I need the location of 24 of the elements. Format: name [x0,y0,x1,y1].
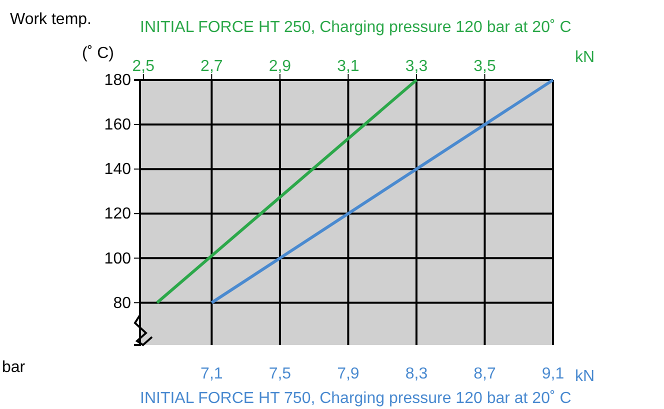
y-tick-label: 100 [104,250,132,268]
x2-axis-title: INITIAL FORCE HT 250, Charging pressure 120 bar at 20˚ C [140,19,572,36]
x2-tick-label: 3,1 [337,58,360,75]
y-tick-label: 120 [104,206,132,223]
x2-tick-label: 2,7 [200,58,223,75]
x-tick-label: 7,1 [200,365,223,382]
x2-tick-label: 3,3 [405,58,428,75]
text: kN [575,368,595,385]
y-tick-label: 160 [104,116,132,134]
x-axis-title: INITIAL FORCE HT 750, Charging pressure 120 bar at 20˚ C [140,390,572,407]
x2-tick-label: 2,5 [132,58,155,75]
y-tick-label: 180 [104,72,132,90]
text: kN [575,49,595,66]
x-tick-label: 8,7 [474,365,496,382]
y-tick-label: 140 [104,161,132,178]
text: bar [2,359,26,376]
x2-tick-label: 3,5 [474,58,496,75]
x-tick-label: 8,3 [405,365,428,382]
x-tick-label: 7,9 [337,365,360,382]
x-tick-label: 9,1 [542,365,564,382]
x2-tick-label: 2,9 [268,58,292,75]
y-axis-title: Work temp. (˚ C) [10,11,114,62]
y-tick-label: 80 [113,294,132,312]
x-tick-label: 7,5 [268,365,292,382]
